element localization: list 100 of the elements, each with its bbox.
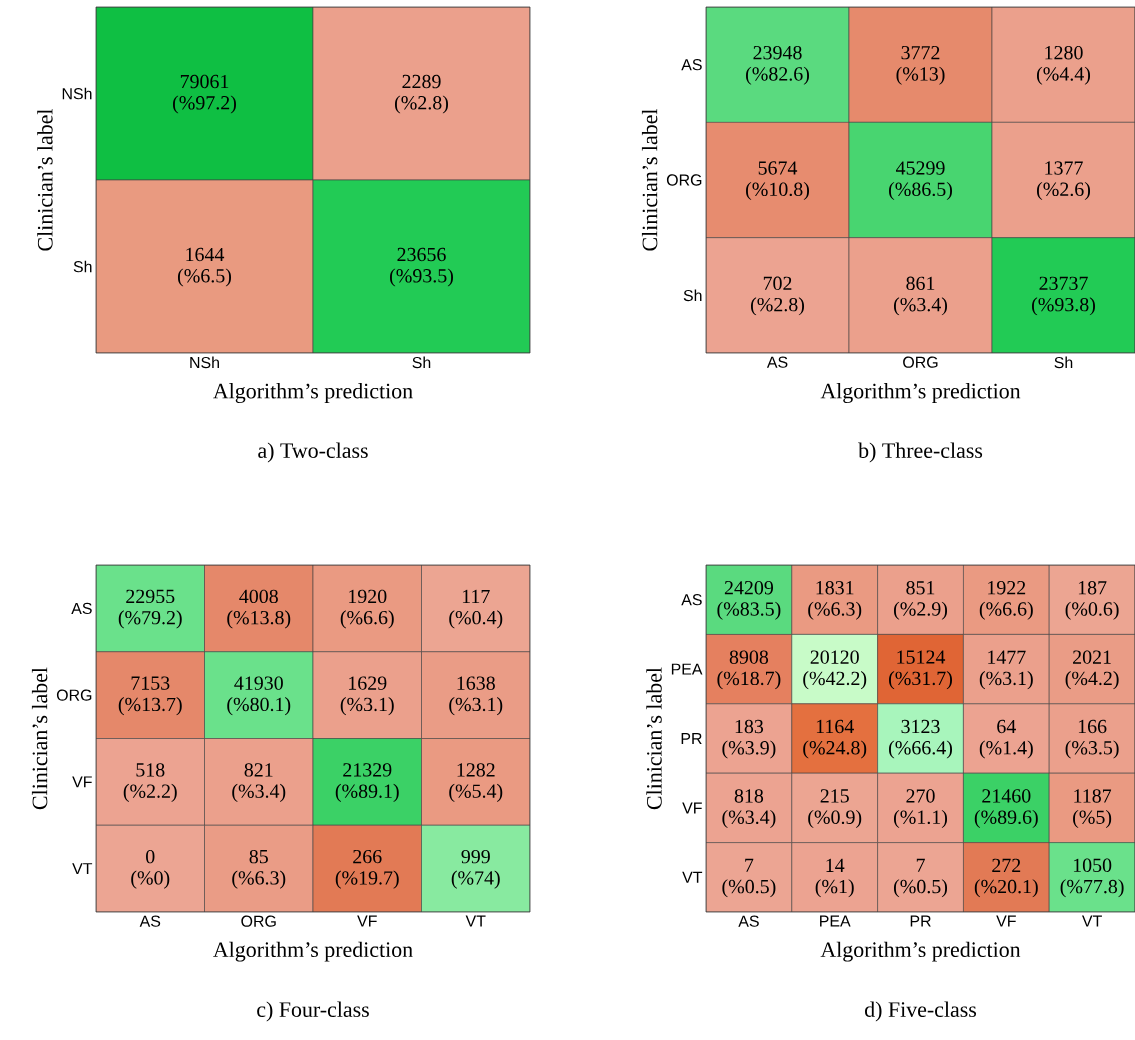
x-tick-label: VF	[357, 915, 377, 927]
y-tick-label: Sh	[683, 289, 702, 302]
data-label: 22955	[126, 589, 175, 604]
data-label: 1638	[457, 676, 495, 690]
x-tick-label: VF	[996, 915, 1016, 927]
annotation: (%2.8)	[394, 95, 449, 114]
text: c) Four-class	[257, 1001, 369, 1022]
data-label: 0	[146, 849, 155, 864]
data-label: 41930	[234, 676, 283, 690]
annotation: (%0)	[131, 870, 170, 889]
data-label: 45299	[895, 161, 945, 175]
y-tick-label: VF	[682, 802, 702, 814]
annotation: (%93.8)	[1032, 297, 1096, 316]
annotation: (%3.4)	[894, 297, 948, 316]
annotation: (%0.5)	[893, 879, 948, 898]
data-label: 1629	[349, 676, 387, 690]
annotation: (%2.2)	[123, 783, 177, 802]
annotation: (%4.4)	[1037, 66, 1091, 85]
data-label: 183	[735, 719, 764, 734]
annotation: (%3.1)	[979, 671, 1033, 690]
data-label: 23656	[397, 247, 446, 262]
x-axis-title: Algorithm’s prediction	[820, 383, 1021, 404]
data-label: 999	[461, 849, 490, 864]
annotation: (%74)	[451, 870, 500, 889]
data-label: 851	[906, 580, 935, 595]
annotation: (%66.4)	[889, 740, 953, 759]
data-label: 21329	[343, 763, 392, 777]
data-label: 23948	[753, 45, 802, 60]
data-label: 3772	[901, 45, 940, 60]
data-label: 1920	[349, 589, 387, 604]
annotation: (%77.8)	[1060, 879, 1124, 898]
annotation: (%93.5)	[390, 268, 453, 287]
text: d) Five-class	[865, 1001, 977, 1022]
annotation: (%89.1)	[335, 783, 399, 802]
y-tick-label: ORG	[56, 689, 92, 701]
x-tick-label: VT	[1081, 915, 1102, 927]
annotation: (%13)	[896, 66, 945, 85]
y-tick-label: PEA	[671, 663, 703, 675]
annotation: (%97.2)	[173, 95, 236, 114]
data-label: 14	[826, 858, 845, 872]
annotation: (%6.3)	[232, 870, 286, 889]
y-tick-label: PR	[681, 733, 702, 744]
x-axis-title: Algorithm’s prediction	[820, 941, 1021, 962]
data-label: 702	[763, 276, 792, 291]
annotation: (%2.9)	[893, 601, 948, 620]
data-label: 21460	[982, 789, 1031, 803]
annotation: (%0.6)	[1065, 601, 1119, 620]
y-tick-label: AS	[681, 59, 702, 71]
x-tick-label: NSh	[190, 356, 219, 369]
data-label: 1644	[186, 247, 225, 262]
annotation: (%1.4)	[979, 740, 1033, 759]
data-label: 7	[916, 858, 925, 872]
annotation: (%1.1)	[893, 809, 948, 828]
x-tick-label: AS	[766, 356, 788, 368]
annotation: (%6.6)	[340, 610, 394, 629]
x-axis-title: Algorithm’s prediction	[213, 941, 413, 962]
annotation: (%20.1)	[974, 879, 1038, 898]
data-label: 166	[1078, 719, 1107, 734]
annotation: (%3.5)	[1065, 740, 1119, 759]
y-axis-title: Clinician’s label	[646, 667, 662, 810]
annotation: (%89.6)	[974, 809, 1038, 828]
y-tick-label: AS	[681, 594, 702, 606]
annotation: (%79.2)	[118, 610, 182, 629]
x-tick-label: ORG	[903, 356, 938, 368]
data-label: 5674	[758, 161, 798, 175]
annotation: (%24.8)	[803, 740, 867, 759]
data-label: 117	[462, 589, 490, 603]
data-label: 64	[997, 719, 1016, 734]
annotation: (%6.5)	[177, 268, 232, 287]
x-tick-label: Sh	[1054, 356, 1073, 369]
annotation: (%3.1)	[340, 697, 394, 716]
annotation: (%31.7)	[889, 671, 953, 690]
annotation: (%6.6)	[979, 601, 1033, 620]
annotation: (%19.7)	[335, 870, 399, 889]
data-label: 1922	[988, 581, 1026, 595]
annotation: (%3.4)	[722, 809, 776, 828]
x-tick-label: AS	[738, 915, 759, 927]
x-tick-label: PR	[910, 915, 931, 927]
y-axis-title: Clinician’s label	[31, 667, 48, 810]
y-tick-label: VF	[72, 776, 92, 788]
annotation: (%3.4)	[232, 783, 286, 802]
x-tick-label: Sh	[412, 356, 431, 369]
annotation: (%18.7)	[717, 671, 781, 690]
annotation: (%83.5)	[717, 601, 781, 620]
data-label: 266	[353, 849, 382, 864]
data-label: 1831	[816, 580, 854, 595]
annotation: (%4.2)	[1065, 671, 1119, 690]
text: b) Three-class	[858, 442, 983, 463]
data-label: 4008	[239, 589, 278, 604]
data-label: 518	[136, 763, 165, 777]
annotation: (%80.1)	[227, 697, 291, 716]
y-tick-label: NSh	[62, 87, 92, 100]
data-label: 818	[734, 789, 764, 803]
x-tick-label: VT	[465, 915, 486, 927]
text: a) Two-class	[258, 442, 368, 463]
annotation: (%6.3)	[808, 601, 862, 620]
annotation: (%86.5)	[889, 181, 953, 201]
data-label: 1050	[1073, 858, 1112, 873]
data-label: 861	[906, 276, 935, 291]
annotation: (%3.9)	[722, 740, 776, 759]
